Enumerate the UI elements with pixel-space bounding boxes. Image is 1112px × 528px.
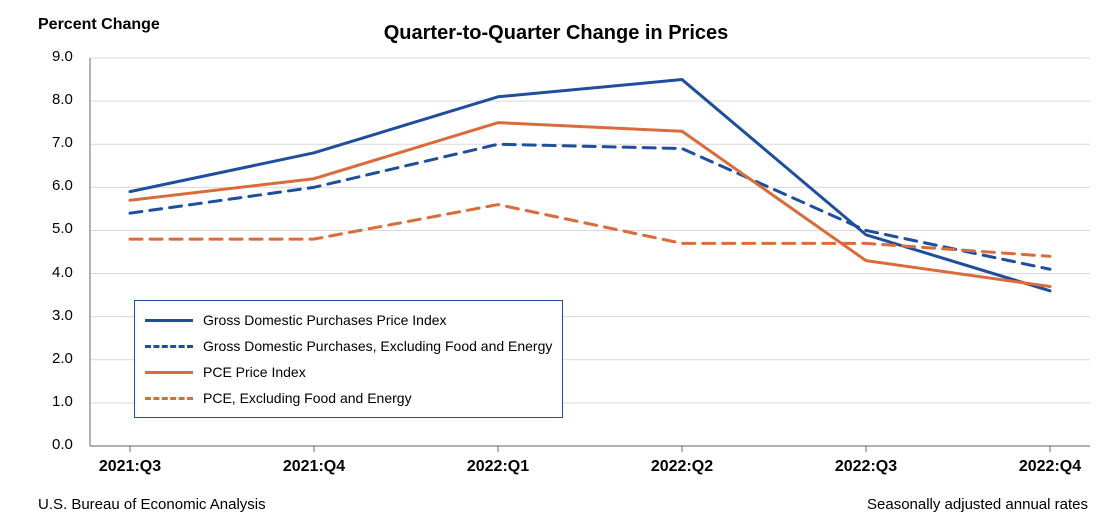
x-tick-label: 2022:Q4 bbox=[1010, 458, 1090, 476]
source-attribution: U.S. Bureau of Economic Analysis bbox=[38, 496, 266, 513]
x-tick-label: 2022:Q2 bbox=[642, 458, 722, 476]
y-tick-label: 1.0 bbox=[52, 393, 73, 410]
x-tick-label: 2022:Q1 bbox=[458, 458, 538, 476]
legend-swatch bbox=[145, 345, 193, 348]
legend-swatch bbox=[145, 397, 193, 400]
legend-label: PCE, Excluding Food and Energy bbox=[203, 390, 412, 406]
y-tick-label: 7.0 bbox=[52, 134, 73, 151]
legend-item-gdppi: Gross Domestic Purchases Price Index bbox=[145, 307, 552, 333]
legend-label: Gross Domestic Purchases, Excluding Food… bbox=[203, 338, 552, 354]
x-tick-label: 2021:Q4 bbox=[274, 458, 354, 476]
chart-container: Percent Change Quarter-to-Quarter Change… bbox=[0, 0, 1112, 528]
y-tick-label: 3.0 bbox=[52, 307, 73, 324]
y-tick-label: 2.0 bbox=[52, 350, 73, 367]
y-tick-label: 5.0 bbox=[52, 220, 73, 237]
legend-item-gdppi_ex: Gross Domestic Purchases, Excluding Food… bbox=[145, 333, 552, 359]
legend-swatch bbox=[145, 371, 193, 374]
y-tick-label: 9.0 bbox=[52, 48, 73, 65]
legend-label: PCE Price Index bbox=[203, 364, 306, 380]
x-tick-label: 2022:Q3 bbox=[826, 458, 906, 476]
legend-item-pce: PCE Price Index bbox=[145, 359, 552, 385]
y-tick-label: 8.0 bbox=[52, 91, 73, 108]
legend-swatch bbox=[145, 319, 193, 322]
legend-label: Gross Domestic Purchases Price Index bbox=[203, 312, 447, 328]
y-tick-label: 6.0 bbox=[52, 177, 73, 194]
legend-item-pce_ex: PCE, Excluding Food and Energy bbox=[145, 385, 552, 411]
footer-note: Seasonally adjusted annual rates bbox=[867, 496, 1088, 513]
y-tick-label: 0.0 bbox=[52, 436, 73, 453]
legend: Gross Domestic Purchases Price Index Gros… bbox=[134, 300, 563, 418]
y-tick-label: 4.0 bbox=[52, 264, 73, 281]
x-tick-label: 2021:Q3 bbox=[90, 458, 170, 476]
plot-area bbox=[0, 0, 1112, 528]
